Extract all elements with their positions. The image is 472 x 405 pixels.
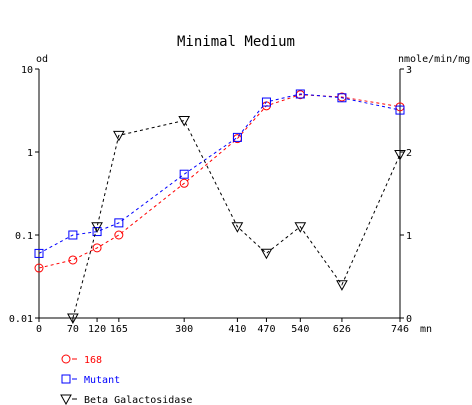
legend-label: Beta Galactosidase bbox=[84, 395, 192, 405]
x-tick-label: 120 bbox=[88, 324, 106, 335]
x-tick-label: 470 bbox=[257, 324, 275, 335]
series bbox=[34, 89, 405, 258]
data-point-triangle bbox=[112, 130, 125, 142]
series-line bbox=[72, 119, 401, 319]
data-point-square bbox=[34, 248, 44, 258]
data-point-triangle bbox=[260, 248, 273, 260]
data-point-triangle bbox=[60, 394, 72, 405]
data-point-circle bbox=[179, 178, 189, 188]
left-tick-label: 0.1 bbox=[15, 231, 33, 242]
data-point-square bbox=[295, 89, 305, 99]
left-tick-label: 1 bbox=[27, 148, 33, 159]
right-tick-label: 2 bbox=[406, 148, 412, 159]
data-point-square bbox=[68, 230, 78, 240]
data-point-triangle bbox=[231, 222, 244, 233]
right-tick-label: 3 bbox=[406, 65, 412, 76]
legend-label: 168 bbox=[84, 355, 102, 366]
legend-label: Mutant bbox=[84, 375, 120, 386]
data-point-circle bbox=[61, 354, 71, 364]
data-point-square bbox=[61, 374, 71, 384]
data-point-square bbox=[337, 93, 347, 103]
data-point-square bbox=[261, 97, 271, 107]
data-point-square bbox=[179, 169, 189, 179]
series-line bbox=[38, 94, 401, 269]
legend: 168 Mutant Beta Galactosidase bbox=[60, 354, 192, 405]
legend-item: Beta Galactosidase bbox=[60, 394, 192, 405]
data-point-circle bbox=[34, 263, 44, 273]
axis-ticks: 0 70 120 165 300 410 470 540 626 746 0.01 0.1 1 10 0 1 2… bbox=[9, 65, 412, 335]
data-point-square bbox=[114, 218, 124, 228]
right-tick-label: 1 bbox=[406, 231, 412, 242]
x-axis-unit: mn bbox=[420, 324, 432, 335]
series-layer bbox=[34, 89, 406, 325]
x-tick-label: 626 bbox=[333, 324, 351, 335]
x-tick-label: 410 bbox=[228, 324, 246, 335]
left-tick-label: 10 bbox=[21, 65, 33, 76]
left-axis-unit: od bbox=[36, 54, 48, 65]
x-tick-label: 540 bbox=[291, 324, 309, 335]
x-tick-label: 70 bbox=[67, 324, 79, 335]
data-point-triangle bbox=[336, 280, 348, 291]
series bbox=[34, 90, 405, 273]
data-point-circle bbox=[114, 230, 124, 240]
data-point-square bbox=[92, 227, 102, 237]
x-tick-label: 0 bbox=[36, 324, 42, 335]
data-point-triangle bbox=[67, 313, 79, 325]
left-tick-label: 0.01 bbox=[9, 314, 33, 325]
data-point-triangle bbox=[91, 222, 103, 233]
legend-item: Mutant bbox=[61, 374, 120, 386]
data-point-circle bbox=[92, 243, 102, 253]
x-tick-label: 300 bbox=[175, 324, 193, 335]
series-line bbox=[38, 93, 401, 254]
data-point-triangle bbox=[178, 115, 191, 127]
data-point-circle bbox=[68, 255, 78, 265]
legend-item: 168 bbox=[61, 354, 102, 366]
series bbox=[67, 115, 406, 325]
x-tick-label: 165 bbox=[110, 324, 128, 335]
data-point-square bbox=[395, 105, 405, 115]
data-point-triangle bbox=[294, 222, 307, 233]
data-point-triangle bbox=[394, 149, 406, 161]
x-tick-label: 746 bbox=[391, 324, 409, 335]
right-tick-label: 0 bbox=[406, 314, 412, 325]
right-axis-unit: nmole/min/mg bbox=[398, 54, 470, 65]
data-point-square bbox=[232, 132, 242, 142]
chart-title: Minimal Medium bbox=[177, 34, 295, 50]
